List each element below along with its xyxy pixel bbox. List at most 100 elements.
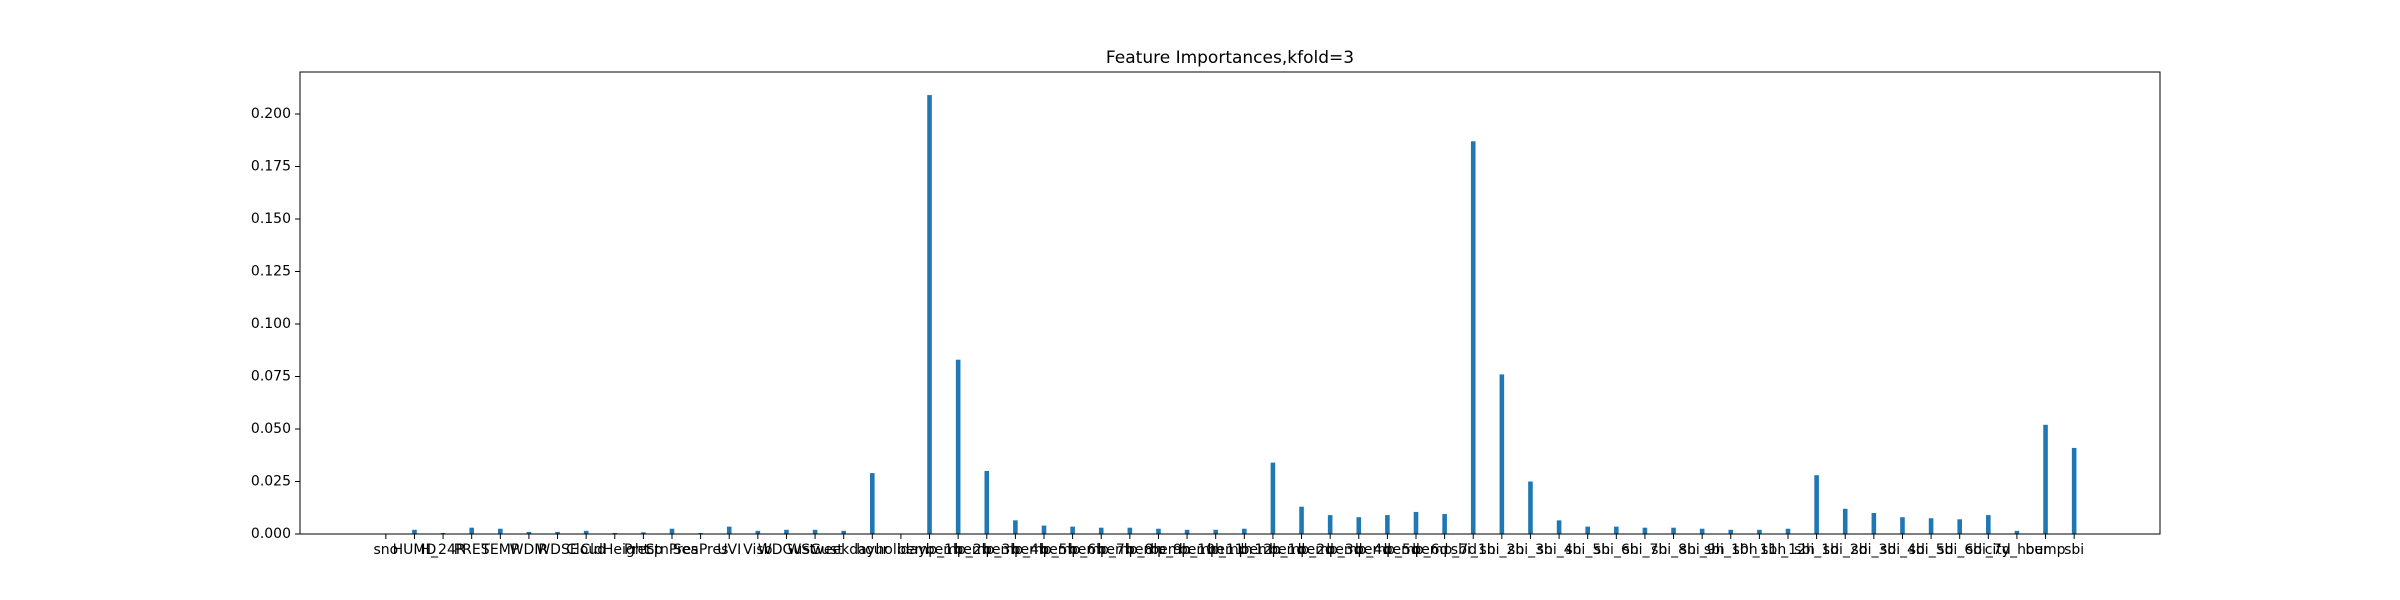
bar bbox=[469, 527, 474, 534]
bar bbox=[1671, 527, 1676, 534]
bar bbox=[1470, 141, 1476, 535]
x-tick-label: bemp_6d bbox=[1384, 542, 1449, 558]
bar bbox=[1614, 526, 1619, 534]
x-tick-label: TEMP bbox=[480, 542, 519, 558]
x-tick-label: bemp_7h bbox=[1069, 542, 1134, 558]
x-tick-label: sno bbox=[373, 542, 398, 558]
x-tick-label: sbi_1h bbox=[1451, 542, 1496, 558]
y-tick-label: 0.200 bbox=[251, 106, 291, 122]
bar bbox=[2014, 530, 2020, 534]
x-tick-label: bemp_1h bbox=[897, 542, 962, 558]
bar bbox=[1156, 528, 1161, 534]
x-tick-label: SeaPres bbox=[673, 542, 729, 558]
bar bbox=[1757, 529, 1762, 534]
x-tick-label: bemp_10h bbox=[1150, 542, 1224, 558]
y-tick-label: 0.125 bbox=[251, 264, 291, 280]
x-tick-label: bemp_9h bbox=[1126, 542, 1191, 558]
bar bbox=[726, 526, 732, 534]
x-tick-label: sbi_9h bbox=[1680, 542, 1725, 558]
x-tick-label: city_hour bbox=[1985, 542, 2050, 558]
y-tick-label: 0.075 bbox=[251, 369, 291, 385]
x-tick-label: sbi_10h bbox=[1704, 542, 1758, 558]
bar bbox=[1356, 517, 1362, 534]
x-tick-label: bemp_1d bbox=[1241, 542, 1306, 558]
x-tick-label: PRES bbox=[454, 542, 490, 558]
x-tick-label: bemp_2d bbox=[1269, 542, 1334, 558]
x-tick-label: HUMD bbox=[393, 542, 437, 558]
bar bbox=[1814, 475, 1819, 534]
bar bbox=[612, 532, 618, 534]
x-tick-label: StnPres bbox=[646, 542, 699, 558]
x-tick-label: sbi_12h bbox=[1761, 542, 1815, 558]
bar bbox=[2071, 447, 2077, 534]
x-tick-label: sbi_4h bbox=[1537, 542, 1582, 558]
y-tick-label: 0.150 bbox=[251, 211, 291, 227]
x-tick-label: sbi_2d bbox=[1823, 542, 1868, 558]
x-tick-label: bemp_6h bbox=[1040, 542, 1105, 558]
bar bbox=[1184, 529, 1190, 534]
bar bbox=[1213, 529, 1218, 534]
x-tick-label: sbi_2h bbox=[1479, 542, 1524, 558]
x-tick-label: bemp_3h bbox=[954, 542, 1019, 558]
bar bbox=[984, 471, 990, 534]
x-tick-label: sbi_3h bbox=[1508, 542, 1553, 558]
x-tick-label: sbi_11h bbox=[1733, 542, 1787, 558]
x-tick-label: bemp_8h bbox=[1097, 542, 1162, 558]
bar bbox=[784, 529, 789, 534]
x-tick-label: bemp_7d bbox=[1412, 542, 1477, 558]
x-tick-label: sbi_6d bbox=[1937, 542, 1982, 558]
x-tick-label: sbi bbox=[2064, 542, 2084, 558]
bar bbox=[1556, 520, 1562, 534]
x-tick-label: holiday bbox=[875, 542, 926, 558]
x-tick-label: Visb bbox=[743, 542, 772, 558]
x-tick-label: sbi_5h bbox=[1565, 542, 1610, 558]
bar bbox=[698, 532, 703, 534]
bar bbox=[440, 532, 446, 534]
bar bbox=[1127, 527, 1133, 534]
y-tick-label: 0.100 bbox=[251, 316, 291, 332]
y-tick-label: 0.000 bbox=[251, 526, 291, 542]
bar bbox=[1041, 525, 1047, 534]
bar bbox=[841, 530, 846, 534]
bar bbox=[1299, 506, 1304, 534]
bar bbox=[1327, 515, 1333, 534]
bar bbox=[1499, 374, 1505, 534]
x-tick-label: sbi_3d bbox=[1851, 542, 1896, 558]
x-tick-label: UVI bbox=[717, 542, 741, 558]
bar bbox=[1642, 527, 1648, 534]
x-tick-label: bemp_2h bbox=[926, 542, 991, 558]
bar bbox=[1728, 529, 1734, 534]
x-tick-label: sbi_7d bbox=[1966, 542, 2011, 558]
x-tick-label: Cloud bbox=[566, 542, 606, 558]
bar bbox=[1928, 518, 1934, 534]
x-tick-label: CldHeight bbox=[580, 542, 649, 558]
x-tick-label: bemp_5d bbox=[1355, 542, 1420, 558]
bar bbox=[1528, 481, 1533, 534]
bar bbox=[1098, 527, 1104, 534]
x-tick-label: H_24R bbox=[421, 542, 466, 558]
bar bbox=[641, 532, 646, 534]
x-tick-label: bemp_4d bbox=[1326, 542, 1391, 558]
bar bbox=[1270, 462, 1276, 534]
x-tick-label: sbi_7h bbox=[1622, 542, 1667, 558]
x-tick-label: Precp bbox=[624, 542, 663, 558]
x-tick-label: weekday bbox=[812, 542, 875, 558]
bar bbox=[812, 529, 818, 534]
x-tick-label: sbi_8h bbox=[1651, 542, 1696, 558]
bar bbox=[1957, 519, 1962, 534]
bar bbox=[1070, 526, 1075, 534]
x-tick-label: WDSE bbox=[536, 542, 578, 558]
x-tick-label: sbi_6h bbox=[1594, 542, 1639, 558]
bar bbox=[498, 528, 503, 534]
bar bbox=[1900, 517, 1905, 534]
bar bbox=[1442, 514, 1447, 534]
x-tick-label: hour bbox=[856, 542, 888, 558]
x-tick-label: WSGust bbox=[787, 542, 843, 558]
bar bbox=[2043, 424, 2048, 534]
bar bbox=[755, 530, 761, 534]
bar bbox=[1013, 520, 1018, 534]
bar bbox=[555, 531, 560, 534]
chart-title: Feature Importances,kfold=3 bbox=[1106, 48, 1354, 68]
x-tick-label: sbi_5d bbox=[1909, 542, 1954, 558]
